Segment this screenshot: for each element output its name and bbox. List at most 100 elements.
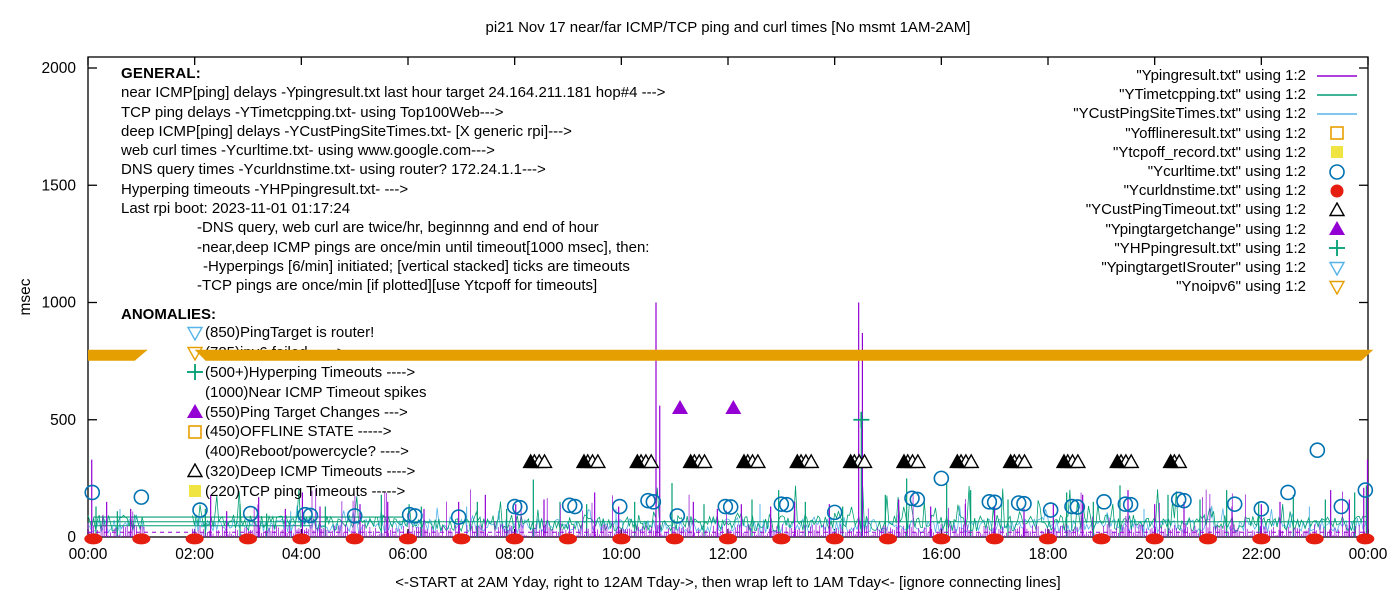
axis-tick-labels: 00:00 02:00 04:00 06:00 08:00 10:00 12:00 14:00… bbox=[42, 60, 1388, 563]
triangle-open-icon bbox=[1312, 201, 1362, 218]
legend-label: "Ycurldnstime.txt" using 1:2 bbox=[1123, 182, 1306, 200]
x-tick-label: 22:00 bbox=[1242, 546, 1281, 563]
legend-row: "YpingtargetISrouter" using 1:2 bbox=[1101, 258, 1362, 277]
anomaly-row: (450)OFFLINE STATE -----> bbox=[187, 422, 426, 442]
x-tick-label: 02:00 bbox=[175, 546, 214, 563]
general-line: DNS query times -Ycurldnstime.txt- using… bbox=[121, 161, 546, 179]
xaxis-caption: <-START at 2AM Yday, right to 12AM Tday-… bbox=[395, 574, 1061, 591]
legend-line-sample bbox=[1312, 68, 1362, 84]
triangle-filled-icon bbox=[187, 404, 205, 420]
x-tick-label: 04:00 bbox=[282, 546, 321, 563]
x-tick-label: 18:00 bbox=[1029, 546, 1068, 563]
anomaly-text: (450)OFFLINE STATE -----> bbox=[205, 423, 392, 441]
legend-label: "Ytcpoff_record.txt" using 1:2 bbox=[1113, 143, 1306, 161]
down-triangle-open-icon bbox=[187, 325, 205, 341]
legend-label: "YCustPingSiteTimes.txt" using 1:2 bbox=[1073, 105, 1306, 123]
x-tick-label: 00:00 bbox=[1349, 546, 1388, 563]
general-line: web curl times -Ycurltime.txt- using www… bbox=[121, 142, 495, 160]
general-line: deep ICMP[ping] delays -YCustPingSiteTim… bbox=[121, 122, 572, 140]
down-triangle-open-icon bbox=[1312, 279, 1362, 295]
y-axis-label: msec bbox=[17, 278, 34, 315]
legend-label: "YTimetcpping.txt" using 1:2 bbox=[1119, 86, 1306, 104]
legend-row: "Yofflineresult.txt" using 1:2 bbox=[1125, 124, 1362, 143]
x-tick-label: 12:00 bbox=[709, 546, 748, 563]
x-tick-label: 14:00 bbox=[815, 546, 854, 563]
general-note: -Hyperpings [6/min] initiated; [vertical… bbox=[203, 257, 630, 275]
x-tick-label: 10:00 bbox=[602, 546, 641, 563]
anomalies-rows: (850)PingTarget is router!(785)ipv6 fail… bbox=[121, 323, 426, 501]
legend-label: "Ynoipv6" using 1:2 bbox=[1176, 278, 1306, 296]
general-lines: near ICMP[ping] delays -Ypingresult.txt … bbox=[121, 83, 665, 218]
anomaly-row: (850)PingTarget is router! bbox=[187, 323, 426, 343]
y-tick-label: 1000 bbox=[42, 295, 77, 312]
x-tick-label: 16:00 bbox=[922, 546, 961, 563]
legend-label: "Ypingresult.txt" using 1:2 bbox=[1136, 67, 1306, 84]
anomaly-text: (500+)Hyperping Timeouts ----> bbox=[205, 363, 416, 381]
square-filled-icon bbox=[1312, 144, 1362, 160]
anomaly-row: (500+)Hyperping Timeouts ----> bbox=[187, 363, 426, 383]
x-tick-label: 08:00 bbox=[495, 546, 534, 563]
legend-row: "YCustPingTimeout.txt" using 1:2 bbox=[1086, 200, 1362, 219]
legend-label: "Ycurltime.txt" using 1:2 bbox=[1147, 163, 1306, 180]
y-tick-label: 500 bbox=[50, 412, 76, 429]
legend-row: "Ypingtargetchange" using 1:2 bbox=[1105, 220, 1362, 239]
circle-filled-icon bbox=[1312, 183, 1362, 199]
general-line: Hyperping timeouts -YHPpingresult.txt- -… bbox=[121, 180, 409, 198]
general-note: -TCP pings are once/min [if plotted][use… bbox=[197, 277, 598, 295]
chart-title: pi21 Nov 17 near/far ICMP/TCP ping and c… bbox=[485, 19, 971, 36]
anomaly-text: (550)Ping Target Changes ---> bbox=[205, 403, 408, 421]
anomalies-annotation-block: ANOMALIES: (850)PingTarget is router!(78… bbox=[121, 306, 426, 501]
legend-row: "YTimetcpping.txt" using 1:2 bbox=[1119, 85, 1362, 104]
general-annotation-block: GENERAL: near ICMP[ping] delays -Ypingre… bbox=[121, 64, 665, 296]
x-tick-label: 20:00 bbox=[1135, 546, 1174, 563]
legend-line-sample bbox=[1312, 106, 1362, 122]
anomaly-text: (320)Deep ICMP Timeouts ----> bbox=[205, 462, 416, 480]
y-tick-label: 0 bbox=[67, 529, 76, 546]
anomaly-text: (220)TCP ping Timeouts -----> bbox=[205, 482, 406, 500]
x-tick-label: 00:00 bbox=[69, 546, 108, 563]
series-ycurltime-txt bbox=[84, 442, 1374, 525]
series-ycustpingtimeout-txt bbox=[522, 453, 1188, 469]
square-open-icon bbox=[1312, 125, 1362, 141]
down-triangle-open-icon bbox=[1312, 260, 1362, 276]
square-filled-icon bbox=[187, 483, 205, 499]
y-tick-label: 2000 bbox=[42, 60, 77, 77]
general-notes: -DNS query, web curl are twice/hr, begin… bbox=[121, 218, 665, 295]
legend-label: "YpingtargetISrouter" using 1:2 bbox=[1101, 259, 1306, 276]
x-tick-label: 06:00 bbox=[389, 546, 428, 563]
general-heading: GENERAL: bbox=[121, 65, 201, 82]
general-line: Last rpi boot: 2023-11-01 01:17:24 bbox=[121, 200, 351, 218]
legend-row: "Ypingresult.txt" using 1:2 bbox=[1136, 66, 1362, 85]
legend-row: "Ycurldnstime.txt" using 1:2 bbox=[1124, 181, 1362, 200]
anomaly-row: (1000)Near ICMP Timeout spikes bbox=[187, 382, 426, 402]
general-note: -near,deep ICMP pings are once/min until… bbox=[197, 238, 650, 256]
anomaly-row: (400)Reboot/powercycle? ----> bbox=[187, 442, 426, 462]
legend-row: "Ycurltime.txt" using 1:2 bbox=[1148, 162, 1362, 181]
anomaly-row: (550)Ping Target Changes ---> bbox=[187, 402, 426, 422]
legend-label: "YHPpingresult.txt" using 1:2 bbox=[1114, 239, 1306, 257]
circle-open-icon bbox=[1312, 163, 1362, 180]
y-tick-label: 1500 bbox=[42, 177, 77, 194]
legend-label: "YCustPingTimeout.txt" using 1:2 bbox=[1085, 201, 1306, 219]
anomaly-row: (320)Deep ICMP Timeouts ----> bbox=[187, 462, 426, 482]
series-ycurldnstime-txt bbox=[84, 533, 1375, 545]
legend-line-sample bbox=[1312, 87, 1362, 103]
triangle-filled-icon bbox=[1312, 221, 1362, 237]
plus-icon bbox=[187, 364, 205, 381]
plus-icon bbox=[1312, 240, 1362, 257]
anomaly-text: (400)Reboot/powercycle? ----> bbox=[205, 443, 409, 461]
triangle-open-icon bbox=[187, 463, 205, 479]
anomaly-text: (850)PingTarget is router! bbox=[205, 324, 375, 342]
general-line: near ICMP[ping] delays -Ypingresult.txt … bbox=[121, 84, 666, 102]
anomaly-text: (1000)Near ICMP Timeout spikes bbox=[205, 383, 427, 401]
legend-row: "Ytcpoff_record.txt" using 1:2 bbox=[1113, 143, 1362, 162]
general-line: TCP ping delays -YTimetcpping.txt- using… bbox=[121, 103, 504, 121]
anomalies-heading: ANOMALIES: bbox=[121, 306, 216, 323]
series-ynoipv6-band bbox=[88, 349, 1374, 361]
series-ypingtargetchange bbox=[672, 400, 742, 415]
legend-label: "Ypingtargetchange" using 1:2 bbox=[1105, 220, 1306, 238]
legend-row: "Ynoipv6" using 1:2 bbox=[1176, 277, 1362, 296]
series-ypingresult bbox=[87, 302, 1369, 537]
